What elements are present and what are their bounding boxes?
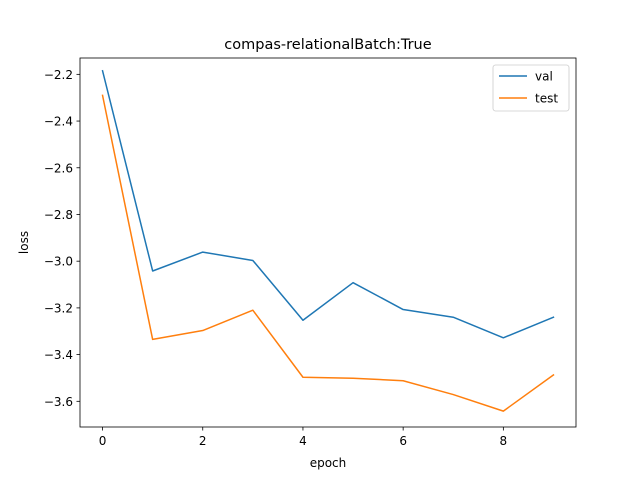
- legend-label-val: val: [535, 70, 553, 84]
- x-axis-ticks: 0 2 4 6 8: [99, 427, 507, 448]
- y-tick-label: −3.0: [44, 255, 73, 269]
- y-tick-label: −2.8: [44, 208, 73, 222]
- y-tick-label: −2.4: [44, 115, 73, 129]
- x-tick-label: 8: [500, 434, 508, 448]
- chart-title: compas-relationalBatch:True: [224, 37, 431, 53]
- y-tick-label: −3.2: [44, 301, 73, 315]
- y-axis-ticks: −2.2 −2.4 −2.6 −2.8 −3.0 −3.2 −3.4 −3.6: [44, 68, 80, 409]
- legend-label-test: test: [535, 92, 558, 106]
- series-line-test: [101, 94, 555, 412]
- x-tick-label: 6: [399, 434, 407, 448]
- x-tick-label: 2: [199, 434, 207, 448]
- y-axis-title: loss: [17, 231, 31, 254]
- series-layer: [101, 69, 555, 412]
- y-tick-label: −2.2: [44, 68, 73, 82]
- y-tick-label: −3.4: [44, 348, 73, 362]
- legend: val test: [492, 64, 570, 112]
- x-tick-label: 4: [299, 434, 307, 448]
- series-line-val: [101, 69, 555, 339]
- y-tick-label: −2.6: [44, 161, 73, 175]
- y-tick-label: −3.6: [44, 395, 73, 409]
- x-tick-label: 0: [99, 434, 107, 448]
- plot-frame: [79, 57, 577, 428]
- x-axis-title: epoch: [310, 456, 347, 470]
